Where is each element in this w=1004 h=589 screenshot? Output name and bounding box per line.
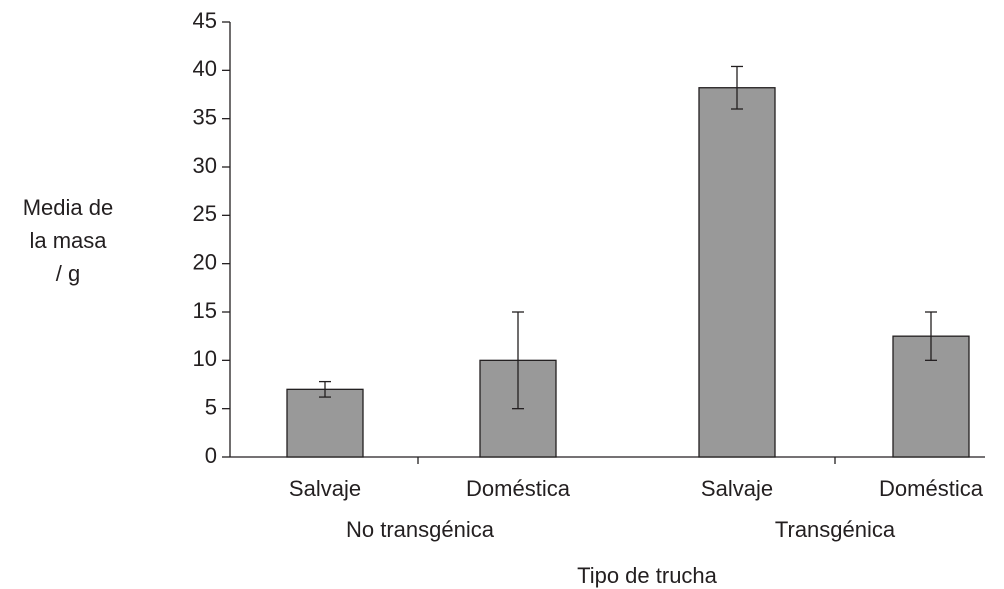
y-tick-label: 20: [193, 249, 217, 274]
y-tick-label: 5: [205, 394, 217, 419]
bar: [698, 87, 776, 458]
y-tick-label: 30: [193, 153, 217, 178]
x-tick-label: Doméstica: [466, 476, 571, 501]
y-tick-label: 45: [193, 8, 217, 33]
x-tick-label: Doméstica: [879, 476, 984, 501]
y-tick-label: 25: [193, 201, 217, 226]
y-tick-label: 35: [193, 104, 217, 129]
y-axis-title: Media de: [23, 195, 114, 220]
y-tick-label: 0: [205, 443, 217, 468]
x-tick-label: Salvaje: [701, 476, 773, 501]
x-axis-title: Tipo de trucha: [577, 563, 718, 588]
y-axis-title: / g: [56, 261, 80, 286]
y-tick-label: 40: [193, 56, 217, 81]
y-axis-title: la masa: [29, 228, 107, 253]
x-tick-label: Salvaje: [289, 476, 361, 501]
y-tick-label: 10: [193, 346, 217, 371]
bar: [286, 388, 364, 458]
y-tick-label: 15: [193, 298, 217, 323]
group-label: Transgénica: [775, 517, 896, 542]
group-label: No transgénica: [346, 517, 495, 542]
